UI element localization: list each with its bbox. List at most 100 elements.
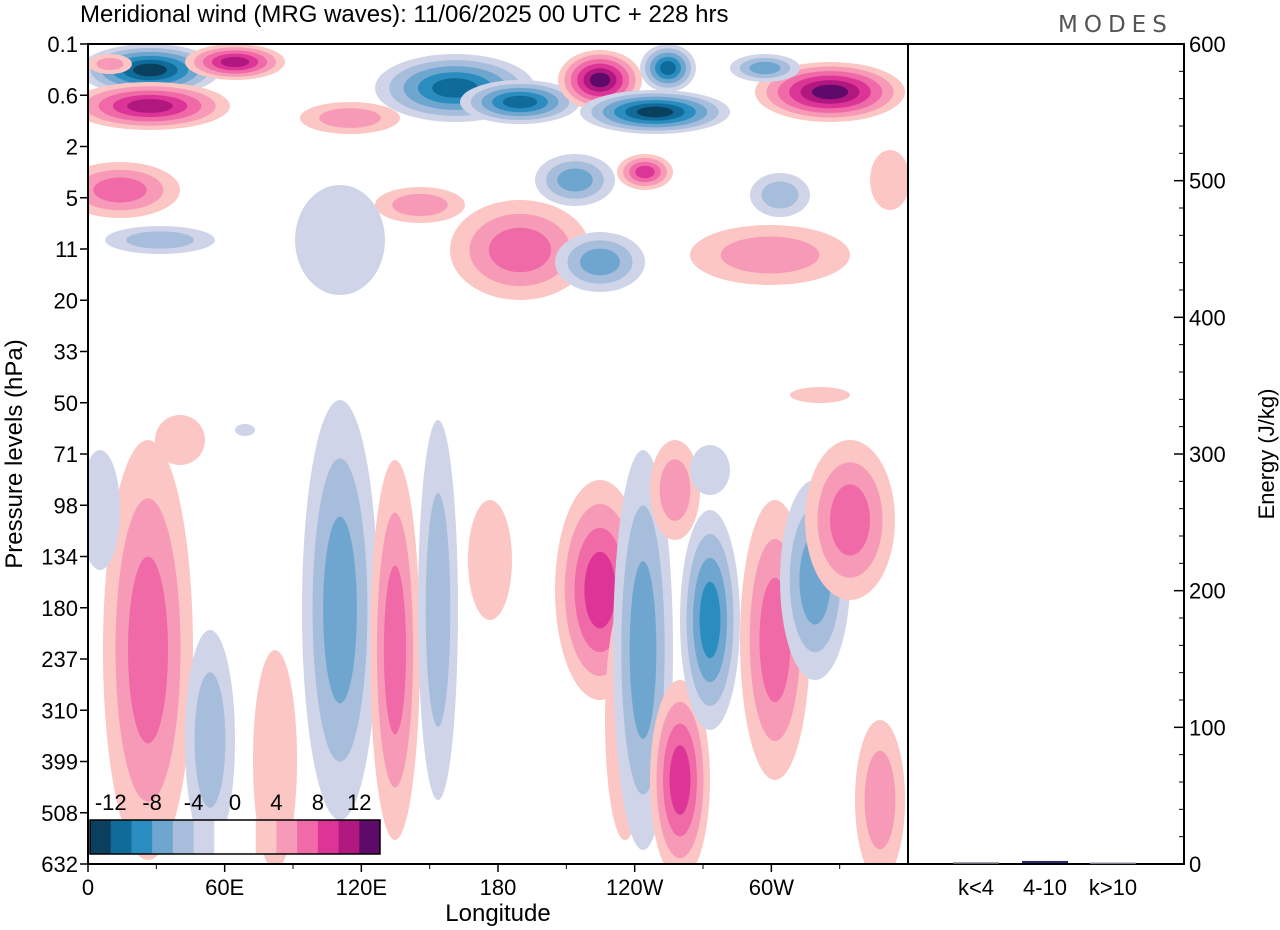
energy-tick-label: 500 [1189, 169, 1226, 194]
pressure-tick-label: 71 [54, 442, 78, 467]
colorbar-swatch [172, 820, 195, 854]
pressure-tick-label: 11 [55, 237, 78, 262]
contour-blob [127, 99, 173, 113]
colorbar-label: -4 [184, 790, 204, 815]
colorbar-swatch [152, 820, 174, 854]
longitude-tick-label: 120E [336, 875, 387, 900]
pressure-tick-label: 399 [41, 750, 78, 775]
energy-tick-label: 100 [1189, 715, 1226, 740]
pressure-tick-label: 33 [54, 340, 78, 365]
x-axis-label: Longitude [445, 900, 550, 927]
colorbar-label: 0 [229, 790, 241, 815]
colorbar-label: 8 [312, 790, 324, 815]
contour-blob [635, 165, 655, 179]
contour-blob [295, 185, 385, 295]
contour-blob [194, 672, 226, 808]
contour-blob [93, 177, 147, 203]
pressure-tick-label: 5 [66, 186, 78, 211]
colorbar-swatch [297, 820, 319, 854]
colorbar-swatch [131, 820, 153, 854]
energy-tick-label: 200 [1189, 579, 1226, 604]
contour-blob [126, 231, 194, 249]
longitude-tick-label: 0 [82, 875, 94, 900]
contour-blob [659, 459, 691, 521]
energy-bar [1090, 862, 1136, 865]
contour-blob [589, 72, 611, 88]
colorbar-swatch [214, 820, 236, 854]
energy-tick-label: 300 [1189, 442, 1226, 467]
pressure-tick-label: 310 [41, 698, 78, 723]
pressure-tick-label: 237 [41, 647, 78, 672]
colorbar-swatch [338, 820, 360, 854]
y-axis-label-left: Pressure levels (hPa) [1, 339, 28, 568]
longitude-tick-label: 180 [480, 875, 517, 900]
contour-blob [155, 415, 205, 465]
contour-blob [690, 445, 730, 495]
energy-frame [907, 43, 1185, 865]
contour-blob [253, 650, 297, 864]
pressure-tick-label: 180 [41, 596, 78, 621]
colorbar-swatch [276, 820, 298, 854]
energy-category-label: k<4 [958, 875, 994, 900]
contour-blob [629, 561, 657, 739]
contour-blob [790, 387, 850, 403]
colorbar-label: 12 [347, 790, 371, 815]
pressure-tick-label: 0.6 [47, 83, 78, 108]
longitude-axis: 0 60E 120E 180 120W 60W [82, 864, 841, 900]
pressure-tick-label: 134 [41, 545, 78, 570]
contour-blob [580, 248, 620, 276]
contour-blob [96, 57, 124, 71]
colorbar-legend: -12 -8 -4 0 4 8 12 [89, 790, 381, 855]
colorbar-swatch [90, 820, 112, 854]
longitude-tick-label: 60E [205, 875, 244, 900]
contour-blob [811, 84, 849, 100]
energy-tick-label: 0 [1189, 852, 1201, 877]
energy-bars: k<4 4-10 k>10 [953, 860, 1137, 900]
colorbar-swatch [110, 820, 132, 854]
pressure-tick-label: 50 [54, 391, 78, 416]
contour-field [88, 44, 908, 864]
contour-blob [383, 565, 407, 735]
contour-blob [392, 193, 448, 217]
energy-bar [953, 862, 999, 864]
modes-logo: MODES [1058, 12, 1173, 38]
contour-blob [128, 556, 168, 744]
colorbar-swatch [359, 820, 381, 854]
contour-blob [636, 106, 674, 118]
contour-blob [830, 484, 870, 556]
contour-blob [584, 551, 616, 629]
pressure-tick-label: 508 [41, 801, 78, 826]
contour-blob [468, 500, 512, 620]
pressure-tick-label: 632 [41, 852, 78, 877]
energy-bar [1022, 860, 1068, 863]
colorbar-swatch [317, 820, 340, 854]
colorbar-swatch [235, 820, 257, 854]
colorbar-label: -8 [142, 790, 162, 815]
chart-title: Meridional wind (MRG waves): 11/06/2025 … [80, 1, 729, 28]
contour-blob [720, 236, 820, 274]
longitude-tick-label: 120W [606, 875, 664, 900]
contour-blob [557, 168, 593, 192]
contour-blob [669, 745, 691, 815]
contour-blob [319, 108, 381, 128]
pressure-tick-label: 2 [66, 135, 78, 160]
contour-blob [749, 61, 781, 75]
energy-axis: 0 100 200 300 400 500 600 [1174, 32, 1226, 877]
longitude-tick-label: 60W [749, 875, 794, 900]
pressure-tick-label: 20 [54, 288, 78, 313]
pressure-tick-label: 98 [54, 493, 78, 518]
contour-blob [235, 424, 255, 436]
contour-blob [323, 516, 357, 704]
colorbar-outline [89, 819, 381, 855]
contour-blob [220, 56, 250, 68]
contour-blob [502, 95, 538, 109]
energy-category-label: k>10 [1089, 875, 1137, 900]
energy-tick-label: 600 [1189, 32, 1226, 57]
y-axis-label-right: Energy (J/kg) [1254, 389, 1279, 520]
colorbar-label: -12 [95, 790, 127, 815]
contour-blob [864, 750, 896, 850]
colorbar-swatch [255, 820, 277, 854]
contour-blob [761, 181, 799, 209]
contour-blob [699, 581, 721, 659]
